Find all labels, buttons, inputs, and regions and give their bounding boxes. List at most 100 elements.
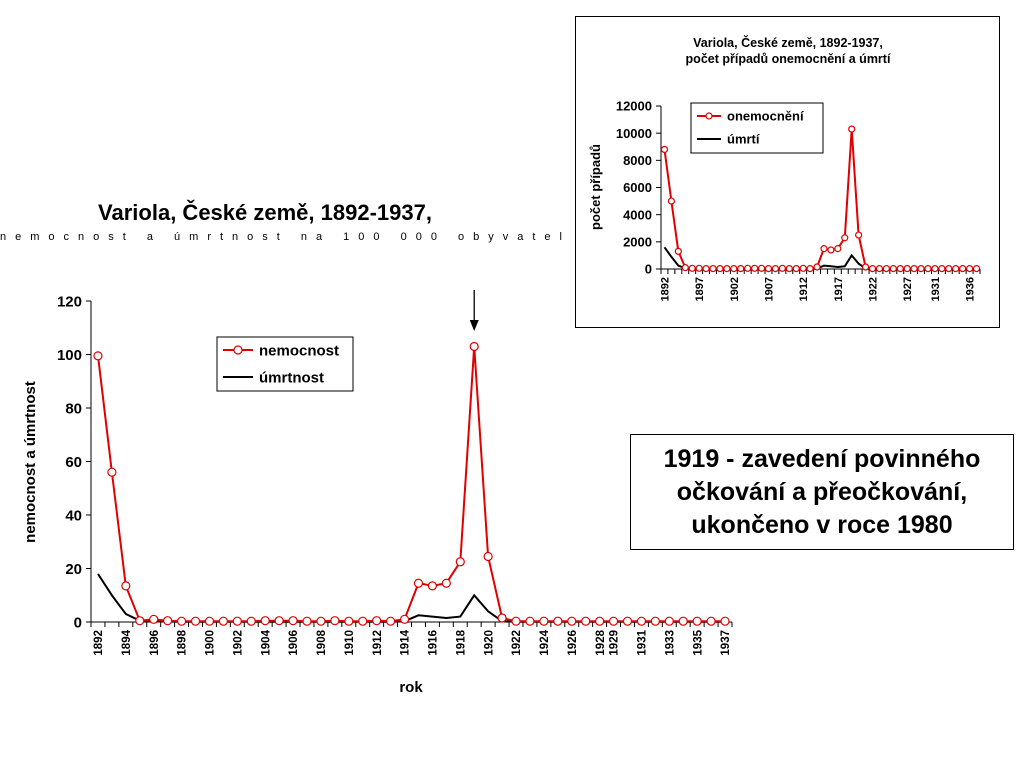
inset-x-tick-label: 1931 xyxy=(930,277,942,301)
main-data-point xyxy=(107,467,117,477)
inset-y-tick-label: 10000 xyxy=(616,126,652,141)
inset-x-tick-label: 1912 xyxy=(798,277,810,301)
inset-data-point xyxy=(848,125,856,133)
inset-x-tick-label: 1917 xyxy=(833,277,845,301)
main-data-point xyxy=(622,616,633,626)
main-x-tick-label: 1935 xyxy=(692,629,704,655)
main-series-line-incidence xyxy=(97,346,725,623)
inset-data-point xyxy=(674,247,682,255)
main-y-tick-label: 0 xyxy=(74,614,82,631)
main-data-point xyxy=(455,557,465,567)
inset-y-tick-label: 4000 xyxy=(623,207,652,222)
inset-legend-marker xyxy=(705,112,713,120)
inset-legend-label: úmrtí xyxy=(727,132,760,147)
inset-data-point xyxy=(952,264,960,273)
inset-data-point xyxy=(882,264,890,273)
main-data-point xyxy=(664,616,674,626)
main-x-tick-label: 1916 xyxy=(428,630,440,656)
main-x-axis-label: rok xyxy=(399,679,423,696)
inset-data-point xyxy=(841,234,849,242)
inset-legend-label: onemocnění xyxy=(727,109,804,124)
inset-y-tick-label: 0 xyxy=(645,262,652,277)
main-data-point xyxy=(553,616,563,626)
main-x-tick-label: 1920 xyxy=(483,630,495,656)
main-data-point xyxy=(190,616,201,626)
inset-data-point xyxy=(757,264,766,272)
inset-legend xyxy=(690,102,824,154)
main-data-point xyxy=(595,616,605,626)
inset-x-tick-label: 1927 xyxy=(902,277,914,301)
inset-data-point xyxy=(744,264,752,272)
inset-data-point xyxy=(799,264,807,272)
inset-chart-title-line-1: Variola, České země, 1892-1937, xyxy=(693,35,883,50)
main-data-point xyxy=(246,616,256,626)
main-x-tick-label: 1908 xyxy=(316,629,328,655)
inset-data-point xyxy=(917,264,925,273)
inset-data-point xyxy=(737,264,745,273)
inset-data-point xyxy=(660,145,669,154)
main-data-point xyxy=(511,616,521,626)
inset-data-point xyxy=(681,264,689,272)
inset-chart-title-line-2: počet případů onemocnění a úmrtí xyxy=(686,52,891,66)
main-x-tick-label: 1912 xyxy=(372,630,384,656)
main-x-tick-label: 1900 xyxy=(205,630,217,656)
inset-data-point xyxy=(827,246,835,254)
inset-data-point xyxy=(751,264,759,272)
vaccination-note: 1919 - zavedení povinného očkování a pře… xyxy=(630,434,1014,550)
main-y-tick-label: 100 xyxy=(57,347,82,364)
main-x-tick-label: 1892 xyxy=(93,630,105,656)
inset-data-point xyxy=(889,264,897,273)
main-data-point xyxy=(567,616,577,626)
main-x-tick-label: 1898 xyxy=(177,629,189,655)
main-data-point xyxy=(469,341,479,352)
inset-data-point xyxy=(945,264,953,273)
main-x-tick-label: 1933 xyxy=(664,630,676,656)
inset-y-tick-label: 6000 xyxy=(623,180,652,195)
inset-data-point xyxy=(764,264,773,273)
main-data-point xyxy=(302,616,312,626)
inset-data-point xyxy=(820,245,828,253)
main-x-tick-label: 1904 xyxy=(260,629,272,655)
main-x-tick-label: 1924 xyxy=(539,629,551,655)
main-y-axis-label: nemocnost a úmrtnost xyxy=(22,381,39,543)
inset-data-point xyxy=(806,264,814,273)
inset-data-point xyxy=(910,264,918,273)
inset-data-point xyxy=(667,197,676,205)
inset-data-point xyxy=(938,264,946,273)
inset-data-point xyxy=(688,264,696,272)
main-data-point xyxy=(358,616,368,626)
annotation-arrow-head xyxy=(469,320,479,331)
main-x-tick-label: 1929 xyxy=(609,630,621,656)
inset-data-point xyxy=(875,264,884,273)
main-data-point xyxy=(260,616,270,626)
main-data-point xyxy=(441,578,451,588)
inset-data-point xyxy=(813,263,821,271)
inset-y-tick-label: 12000 xyxy=(616,99,652,114)
main-x-tick-label: 1910 xyxy=(344,630,356,656)
main-x-tick-label: 1902 xyxy=(232,630,244,656)
main-data-point xyxy=(232,616,242,626)
inset-data-point xyxy=(709,264,717,273)
main-x-tick-label: 1928 xyxy=(595,629,607,655)
main-data-point xyxy=(121,581,131,591)
main-legend-label: úmrtnost xyxy=(259,369,324,386)
inset-x-tick-label: 1897 xyxy=(694,277,706,301)
inset-data-point xyxy=(972,264,981,273)
note-line-1: 1919 - zavedení povinného xyxy=(663,444,981,473)
main-data-point xyxy=(344,616,354,626)
main-x-tick-label: 1906 xyxy=(288,630,300,656)
main-line-chart: 0 20 40 60 80 100 120 1892 1894 1896 1898 1900 1902 1… xyxy=(22,290,733,696)
inset-x-tick-label: 1892 xyxy=(659,277,671,301)
main-data-point xyxy=(372,616,382,626)
note-line-3: ukončeno v roce 1980 xyxy=(691,510,953,539)
main-data-point xyxy=(204,616,215,626)
main-data-point xyxy=(483,551,493,562)
main-y-tick-label: 60 xyxy=(65,454,82,471)
main-data-point xyxy=(135,616,145,626)
inset-data-point xyxy=(792,264,800,273)
main-x-tick-label: 1894 xyxy=(121,629,133,655)
main-data-point xyxy=(274,616,284,626)
inset-data-point xyxy=(965,264,974,273)
main-data-point xyxy=(636,616,647,626)
main-data-point xyxy=(413,578,424,588)
